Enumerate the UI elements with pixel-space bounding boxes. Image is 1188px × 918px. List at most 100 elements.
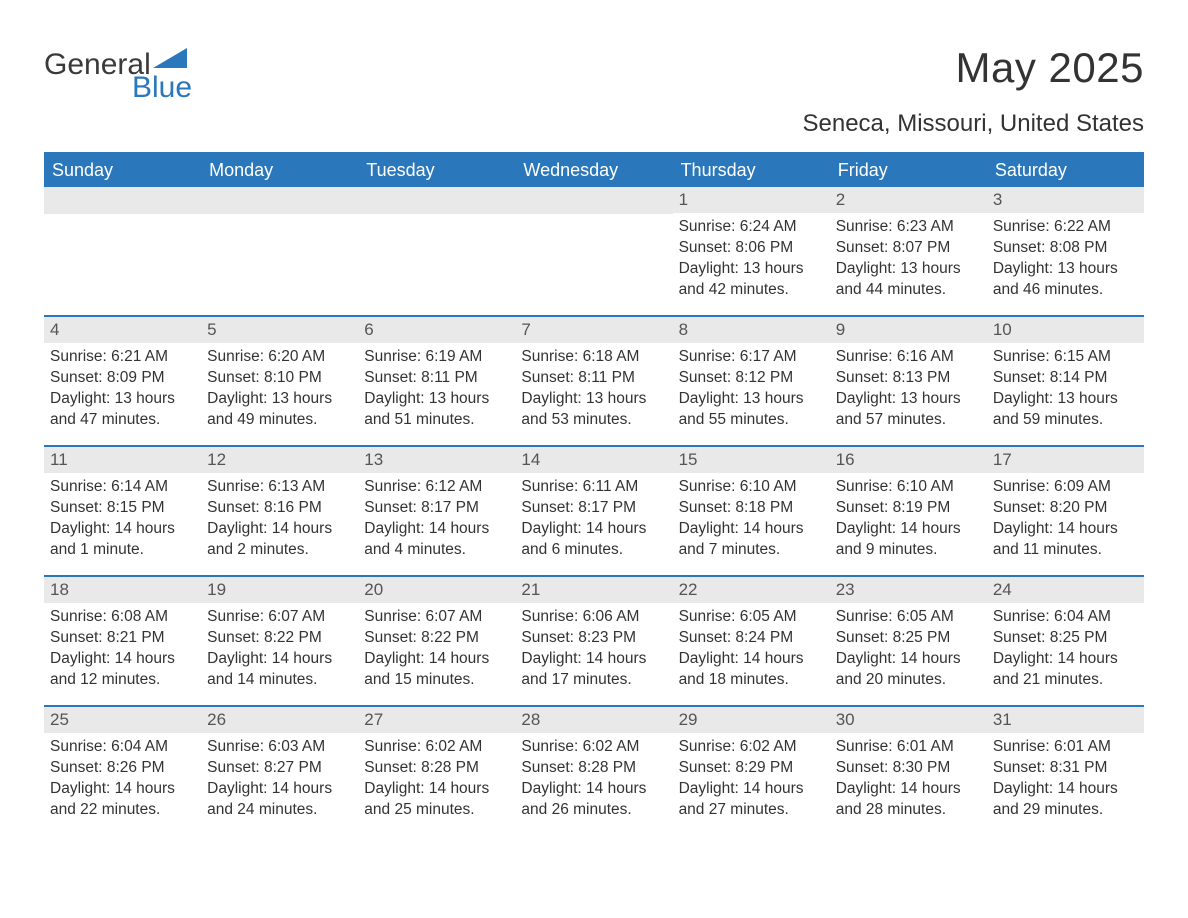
sunrise-line: Sunrise: 6:11 AM [521,477,666,498]
day-details: Sunrise: 6:18 AMSunset: 8:11 PMDaylight:… [515,343,672,433]
sunrise-line: Sunrise: 6:01 AM [993,737,1138,758]
day-cell: 25Sunrise: 6:04 AMSunset: 8:26 PMDayligh… [44,707,201,835]
day-cell [515,187,672,315]
day-cell: 5Sunrise: 6:20 AMSunset: 8:10 PMDaylight… [201,317,358,445]
sunrise-line: Sunrise: 6:18 AM [521,347,666,368]
day-number: 27 [358,707,515,733]
day-cell [358,187,515,315]
day-number: 21 [515,577,672,603]
day-number: 2 [830,187,987,213]
day-details: Sunrise: 6:24 AMSunset: 8:06 PMDaylight:… [673,213,830,303]
sunset-line: Sunset: 8:24 PM [679,628,824,649]
day-details: Sunrise: 6:16 AMSunset: 8:13 PMDaylight:… [830,343,987,433]
weekday-friday: Friday [830,154,987,187]
sunrise-line: Sunrise: 6:19 AM [364,347,509,368]
week-row: 18Sunrise: 6:08 AMSunset: 8:21 PMDayligh… [44,575,1144,705]
sunrise-line: Sunrise: 6:21 AM [50,347,195,368]
day-cell: 28Sunrise: 6:02 AMSunset: 8:28 PMDayligh… [515,707,672,835]
sunset-line: Sunset: 8:09 PM [50,368,195,389]
day-details: Sunrise: 6:08 AMSunset: 8:21 PMDaylight:… [44,603,201,693]
day-number: 3 [987,187,1144,213]
daylight-line: Daylight: 14 hours and 26 minutes. [521,779,666,821]
empty-day-header [201,187,358,214]
day-details: Sunrise: 6:15 AMSunset: 8:14 PMDaylight:… [987,343,1144,433]
sunrise-line: Sunrise: 6:07 AM [364,607,509,628]
daylight-line: Daylight: 13 hours and 44 minutes. [836,259,981,301]
daylight-line: Daylight: 13 hours and 57 minutes. [836,389,981,431]
sunset-line: Sunset: 8:30 PM [836,758,981,779]
day-cell: 15Sunrise: 6:10 AMSunset: 8:18 PMDayligh… [673,447,830,575]
day-number: 18 [44,577,201,603]
daylight-line: Daylight: 13 hours and 46 minutes. [993,259,1138,301]
daylight-line: Daylight: 14 hours and 18 minutes. [679,649,824,691]
day-cell: 24Sunrise: 6:04 AMSunset: 8:25 PMDayligh… [987,577,1144,705]
day-details: Sunrise: 6:10 AMSunset: 8:18 PMDaylight:… [673,473,830,563]
day-cell: 30Sunrise: 6:01 AMSunset: 8:30 PMDayligh… [830,707,987,835]
day-cell: 29Sunrise: 6:02 AMSunset: 8:29 PMDayligh… [673,707,830,835]
sunrise-line: Sunrise: 6:07 AM [207,607,352,628]
day-cell: 2Sunrise: 6:23 AMSunset: 8:07 PMDaylight… [830,187,987,315]
sunrise-line: Sunrise: 6:04 AM [50,737,195,758]
day-cell: 20Sunrise: 6:07 AMSunset: 8:22 PMDayligh… [358,577,515,705]
daylight-line: Daylight: 14 hours and 6 minutes. [521,519,666,561]
sunset-line: Sunset: 8:11 PM [364,368,509,389]
day-cell: 22 Sunrise: 6:05 AMSunset: 8:24 PMDayligh… [673,577,830,705]
page-title: May 2025 [803,44,1145,92]
sunset-line: Sunset: 8:07 PM [836,238,981,259]
sunrise-line: Sunrise: 6:08 AM [50,607,195,628]
day-details: Sunrise: 6:19 AMSunset: 8:11 PMDaylight:… [358,343,515,433]
weeks-container: 1Sunrise: 6:24 AMSunset: 8:06 PMDaylight… [44,187,1144,835]
sunset-line: Sunset: 8:23 PM [521,628,666,649]
sunrise-line: Sunrise: 6:09 AM [993,477,1138,498]
day-number: 23 [830,577,987,603]
sunset-line: Sunset: 8:13 PM [836,368,981,389]
sunset-line: Sunset: 8:16 PM [207,498,352,519]
day-details: Sunrise: 6:23 AMSunset: 8:07 PMDaylight:… [830,213,987,303]
day-number: 17 [987,447,1144,473]
day-details: Sunrise: 6:02 AMSunset: 8:29 PMDaylight:… [673,733,830,823]
day-number: 25 [44,707,201,733]
sunset-line: Sunset: 8:11 PM [521,368,666,389]
sunrise-line: Sunrise: 6:02 AM [521,737,666,758]
daylight-line: Daylight: 14 hours and 24 minutes. [207,779,352,821]
day-number: 1 [673,187,830,213]
day-number: 19 [201,577,358,603]
day-cell: 16Sunrise: 6:10 AMSunset: 8:19 PMDayligh… [830,447,987,575]
daylight-line: Daylight: 14 hours and 7 minutes. [679,519,824,561]
calendar: SundayMondayTuesdayWednesdayThursdayFrid… [44,152,1144,835]
day-number: 26 [201,707,358,733]
daylight-line: Daylight: 14 hours and 22 minutes. [50,779,195,821]
sunrise-line: Sunrise: 6:05 AM [679,607,824,628]
week-row: 4Sunrise: 6:21 AMSunset: 8:09 PMDaylight… [44,315,1144,445]
day-number: 22 [673,577,830,603]
day-details: Sunrise: 6:17 AMSunset: 8:12 PMDaylight:… [673,343,830,433]
week-row: 1Sunrise: 6:24 AMSunset: 8:06 PMDaylight… [44,187,1144,315]
day-details: Sunrise: 6:13 AMSunset: 8:16 PMDaylight:… [201,473,358,563]
day-details: Sunrise: 6:01 AMSunset: 8:31 PMDaylight:… [987,733,1144,823]
day-number: 14 [515,447,672,473]
weekday-saturday: Saturday [987,154,1144,187]
day-details: Sunrise: 6:22 AMSunset: 8:08 PMDaylight:… [987,213,1144,303]
day-number: 28 [515,707,672,733]
day-details: Sunrise: 6:07 AMSunset: 8:22 PMDaylight:… [358,603,515,693]
day-number: 30 [830,707,987,733]
weekday-thursday: Thursday [673,154,830,187]
weekday-monday: Monday [201,154,358,187]
day-number: 16 [830,447,987,473]
daylight-line: Daylight: 14 hours and 15 minutes. [364,649,509,691]
day-number: 13 [358,447,515,473]
sunset-line: Sunset: 8:20 PM [993,498,1138,519]
daylight-line: Daylight: 13 hours and 55 minutes. [679,389,824,431]
sunset-line: Sunset: 8:22 PM [364,628,509,649]
sunrise-line: Sunrise: 6:24 AM [679,217,824,238]
day-number: 9 [830,317,987,343]
daylight-line: Daylight: 13 hours and 51 minutes. [364,389,509,431]
daylight-line: Daylight: 14 hours and 14 minutes. [207,649,352,691]
day-cell: 10Sunrise: 6:15 AMSunset: 8:14 PMDayligh… [987,317,1144,445]
weekday-tuesday: Tuesday [358,154,515,187]
day-cell [201,187,358,315]
day-number: 10 [987,317,1144,343]
day-cell: 1Sunrise: 6:24 AMSunset: 8:06 PMDaylight… [673,187,830,315]
daylight-line: Daylight: 13 hours and 49 minutes. [207,389,352,431]
title-block: May 2025 Seneca, Missouri, United States [803,44,1145,138]
